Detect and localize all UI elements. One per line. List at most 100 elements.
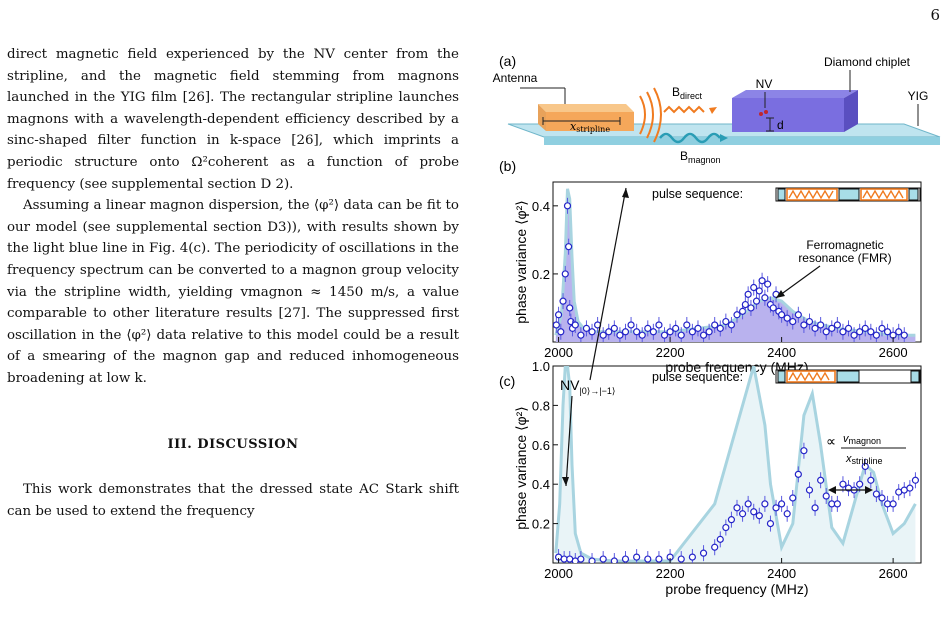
data-point <box>605 323 613 340</box>
data-point <box>861 458 869 475</box>
data-point <box>559 293 567 310</box>
data-point <box>872 327 880 342</box>
x-tick-label: 2400 <box>767 566 796 581</box>
panel-b-tag: (b) <box>499 158 516 174</box>
data-point <box>588 323 596 340</box>
data-point <box>778 306 786 323</box>
nv-arrow-b <box>589 187 627 381</box>
data-point <box>800 442 808 459</box>
data-point <box>783 310 791 327</box>
paragraph-3: This work demonstrates that the dressed … <box>7 482 459 519</box>
fit-area-c <box>555 366 916 563</box>
data-point <box>571 316 579 333</box>
data-point <box>839 323 847 340</box>
data-point <box>822 323 830 340</box>
data-point <box>856 323 864 340</box>
data-point <box>744 495 752 512</box>
velocity-numerator: vmagnon <box>843 433 881 446</box>
data-point <box>747 299 755 316</box>
data-point <box>833 495 841 512</box>
data-point <box>688 549 696 563</box>
y-tick-label: 0.2 <box>532 267 550 282</box>
x-axis-label-b: probe frequency (MHz) <box>665 359 808 375</box>
stripline-top <box>538 104 634 112</box>
data-point <box>738 505 747 522</box>
data-point <box>850 327 858 342</box>
data-point <box>895 323 903 340</box>
panel-c: (c) 2000 2200 2400 2600 0.2 0.4 0.6 0.8 1.0 puls… <box>499 187 922 597</box>
nv-label: NV <box>756 77 773 91</box>
y-axis-label-c: phase variance ⟨φ²⟩ <box>513 406 529 530</box>
data-point <box>783 505 791 522</box>
data-point <box>565 238 573 255</box>
data-point <box>811 320 819 337</box>
data-point <box>660 327 669 342</box>
data-point <box>900 482 908 499</box>
x-tick-label: 2200 <box>656 345 685 360</box>
fmr-arrow <box>775 265 821 299</box>
data-point <box>805 482 814 499</box>
data-point <box>599 327 607 342</box>
data-point <box>621 323 630 340</box>
depth-label: d <box>777 118 784 132</box>
data-point <box>655 316 663 333</box>
y-tick-label: 1.0 <box>532 359 550 374</box>
data-point <box>560 551 568 563</box>
y-axis-label-b: phase variance ⟨φ²⟩ <box>513 200 529 324</box>
data-point <box>833 316 841 333</box>
data-point <box>750 503 758 520</box>
data-point <box>755 282 763 299</box>
data-point <box>811 499 819 516</box>
data-point <box>758 272 766 289</box>
data-point <box>561 265 569 282</box>
data-point <box>716 531 724 548</box>
data-point <box>911 472 920 489</box>
data-point <box>699 327 708 342</box>
data-point <box>867 323 875 340</box>
data-point <box>822 488 830 505</box>
panel-b: (b) 2000 2200 2400 2600 0.2 0.4 pulse sequenc… <box>499 158 922 375</box>
x-tick-label: 2200 <box>656 566 685 581</box>
antenna-label: Antenna <box>493 71 538 85</box>
data-point <box>599 551 607 563</box>
pulse-sequence-b <box>775 187 921 202</box>
stripline-width-label: xstripline <box>570 120 610 134</box>
y-tick-label: 0.4 <box>532 199 550 214</box>
yig-slab-side <box>544 137 940 145</box>
data-point <box>588 553 596 563</box>
data-point <box>800 316 808 333</box>
y-tick-label: 0.8 <box>532 398 550 413</box>
data-point <box>727 511 736 528</box>
data-point <box>741 296 749 313</box>
y-tick-label: 0.4 <box>532 477 550 492</box>
pulse-sequence-label-b: pulse sequence: <box>652 187 743 201</box>
data-point <box>705 323 713 340</box>
data-point <box>621 551 630 563</box>
data-point <box>722 313 730 330</box>
data-point <box>577 327 585 342</box>
velocity-denominator: xstripline <box>845 453 883 466</box>
data-point <box>750 279 758 296</box>
data-point <box>563 197 572 214</box>
data-point <box>744 286 752 303</box>
data-point <box>752 293 761 310</box>
data-point <box>761 289 769 306</box>
data-point <box>711 316 719 333</box>
data-point <box>733 306 741 323</box>
data-point <box>557 323 565 340</box>
data-point <box>769 299 777 316</box>
panel-a-tag: (a) <box>499 53 516 69</box>
pulse-sequence-c <box>775 369 921 384</box>
b-magnon-wave <box>659 132 721 144</box>
data-point <box>644 551 652 563</box>
paragraph-1: direct magnetic field experienced by the… <box>7 47 459 192</box>
data-point <box>688 323 696 340</box>
data-point <box>794 466 802 483</box>
data-point <box>733 499 741 516</box>
data-point <box>633 549 641 563</box>
data-point <box>644 320 652 337</box>
pulse-sequence-label-c: pulse sequence: <box>652 370 743 384</box>
data-point <box>878 320 886 337</box>
data-point <box>582 320 591 337</box>
data-point <box>766 515 775 532</box>
